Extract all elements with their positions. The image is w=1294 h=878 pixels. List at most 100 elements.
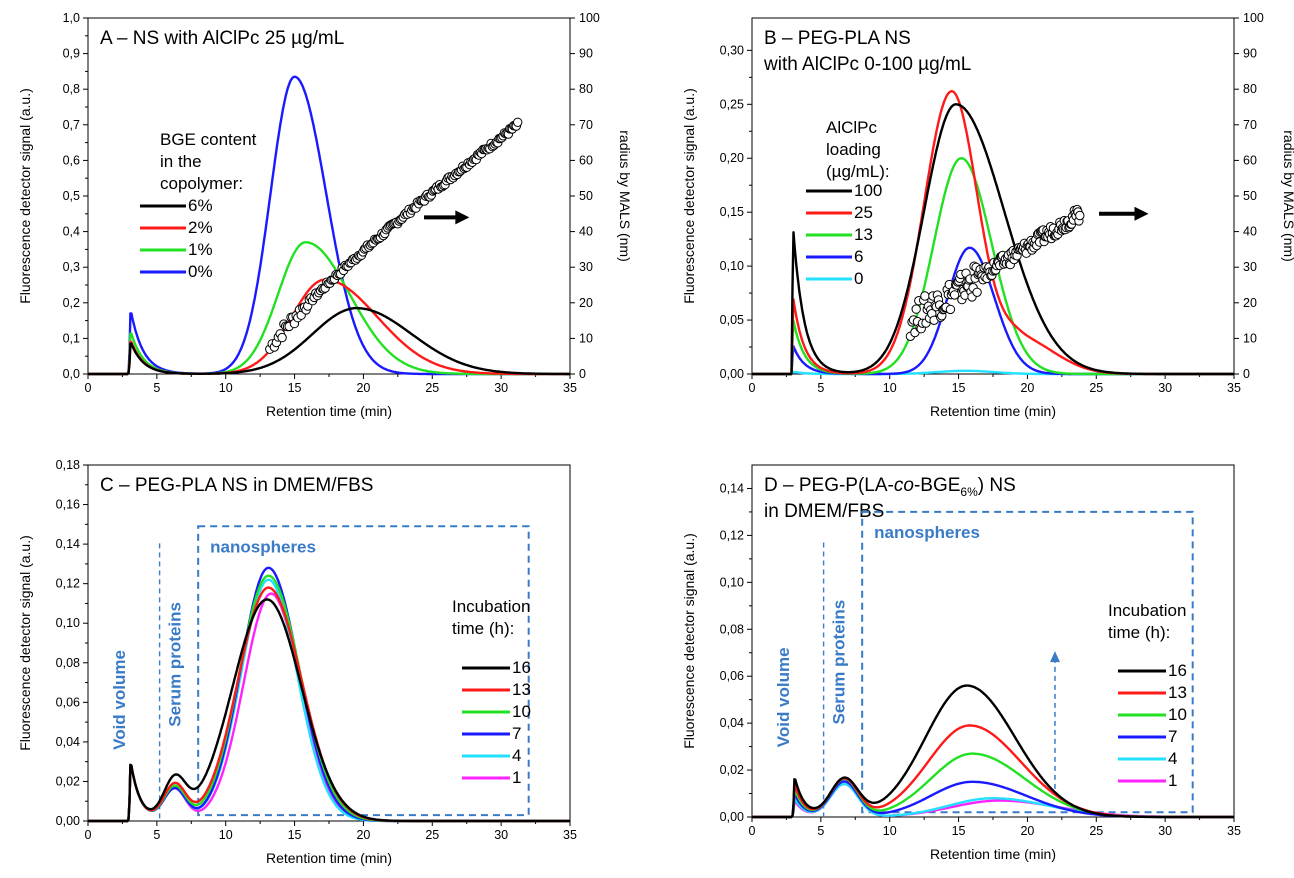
mals-point: [277, 332, 287, 343]
y-tick-label: 0,8: [63, 82, 80, 96]
y-axis-label: Fluorescence detector signal (a.u.): [681, 533, 697, 749]
legend-title-line: copolymer:: [160, 174, 243, 193]
x-tick-label: 10: [883, 381, 897, 395]
legend-label: 10: [1168, 705, 1187, 724]
y-tick-label: 0,10: [720, 259, 744, 273]
legend-title-line: Incubation: [452, 597, 530, 616]
nanospheres-box: [861, 510, 1194, 814]
y-tick-label: 0,08: [56, 656, 80, 670]
mals-point: [920, 291, 930, 301]
right-axis-arrow-head: [455, 210, 470, 225]
y2-tick-label: 80: [1243, 82, 1257, 96]
legend-label: 6%: [188, 196, 213, 215]
y2-tick-label: 60: [579, 153, 593, 167]
x-tick-label: 15: [288, 828, 302, 842]
legend-title-line: (µg/mL):: [826, 162, 890, 181]
y-tick-label: 0,3: [63, 260, 80, 274]
mals-point: [513, 117, 523, 128]
y-tick-label: 0,06: [56, 695, 80, 709]
x-tick-label: 10: [883, 824, 897, 838]
y-tick-label: 0,0: [63, 367, 80, 381]
x-tick-label: 20: [356, 381, 370, 395]
panel-title: A – NS with AlClPc 25 µg/mL: [100, 28, 344, 49]
legend-label: 7: [1168, 727, 1177, 746]
x-tick-label: 5: [817, 381, 824, 395]
legend: AlClPc loading (µg/mL):100 25 13 6 0: [806, 118, 890, 288]
series-line-0pct: [87, 75, 571, 376]
x-tick-label: 5: [153, 828, 160, 842]
legend: BGE content in the copolymer: 6% 2% 1% 0%: [140, 130, 257, 281]
y2-tick-label: 20: [1243, 296, 1257, 310]
x-tick-label: 25: [425, 381, 439, 395]
y-tick-label: 0,10: [56, 616, 80, 630]
y2-tick-label: 40: [579, 225, 593, 239]
legend-label: 0%: [188, 262, 213, 281]
y-tick-label: 0,12: [720, 528, 744, 542]
y-tick-label: 0,00: [56, 814, 80, 828]
nanospheres-label: nanospheres: [874, 523, 980, 542]
y2-tick-label: 90: [579, 47, 593, 61]
x-tick-label: 5: [153, 381, 160, 395]
legend: Incubation time (h): 16 13 10 7 4 1: [452, 597, 531, 787]
y2-axis-label: radius by MALS (nm): [1281, 130, 1294, 261]
y-tick-label: 0,04: [720, 716, 744, 730]
legend-label: 100: [854, 181, 882, 200]
x-tick-label: 10: [219, 828, 233, 842]
y-tick-label: 0,18: [56, 458, 80, 472]
legend-label: 13: [1168, 683, 1187, 702]
y-tick-label: 0,06: [720, 669, 744, 683]
y2-tick-label: 50: [1243, 189, 1257, 203]
y-axis-label: Fluorescence detector signal (a.u.): [681, 88, 697, 304]
legend-title-line: in the: [160, 152, 202, 171]
legend-label: 1%: [188, 240, 213, 259]
y2-tick-label: 70: [579, 118, 593, 132]
panel-title-line: B – PEG-PLA NS: [764, 28, 911, 49]
x-tick-label: 35: [1227, 381, 1241, 395]
x-tick-label: 25: [1089, 824, 1103, 838]
x-tick-label: 0: [85, 381, 92, 395]
y-tick-label: 0,10: [720, 575, 744, 589]
y-tick-label: 0,25: [720, 97, 744, 111]
serum-proteins-label: Serum proteins: [165, 602, 184, 727]
x-tick-label: 35: [563, 828, 577, 842]
legend-label: 16: [1168, 661, 1187, 680]
x-axis-label: Retention time (min): [266, 850, 392, 866]
right-axis-arrow-head: [1134, 206, 1149, 221]
mals-point: [945, 304, 956, 315]
panel-a: 0 5 10 15 20 25 30 35 Retention time (min) 0,0 0,1…: [17, 11, 633, 419]
y-axis-label: Fluorescence detector signal (a.u.): [17, 535, 33, 751]
y2-tick-label: 10: [1243, 331, 1257, 345]
y2-tick-label: 70: [1243, 118, 1257, 132]
mals-point: [911, 304, 921, 314]
y-tick-label: 0,08: [720, 622, 744, 636]
x-tick-label: 30: [1158, 824, 1172, 838]
y-tick-label: 0,00: [720, 810, 744, 824]
y-tick-label: 0,02: [56, 774, 80, 788]
x-tick-label: 5: [817, 824, 824, 838]
y-tick-label: 1,0: [63, 11, 80, 25]
y-tick-label: 0,15: [720, 205, 744, 219]
series-line-16: [87, 598, 571, 823]
x-tick-label: 0: [85, 828, 92, 842]
y2-tick-label: 90: [1243, 47, 1257, 61]
legend-title-line: AlClPc: [826, 118, 878, 137]
legend: Incubation time (h): 16 13 10 7 4 1: [1108, 601, 1187, 790]
x-tick-label: 0: [749, 381, 756, 395]
x-axis-label: Retention time (min): [930, 403, 1056, 419]
x-tick-label: 30: [494, 828, 508, 842]
x-tick-label: 15: [952, 824, 966, 838]
x-tick-label: 30: [1158, 381, 1172, 395]
x-tick-label: 20: [1020, 381, 1034, 395]
x-tick-label: 15: [288, 381, 302, 395]
void-volume-label: Void volume: [110, 650, 129, 750]
mals-point: [949, 290, 960, 300]
legend-label: 2%: [188, 218, 213, 237]
panel-title: D – PEG-P(LA-co-BGE6%) NS: [764, 475, 1016, 499]
y-tick-label: 0,2: [63, 296, 80, 310]
legend-title-line: time (h):: [1108, 623, 1170, 642]
x-tick-label: 20: [1020, 824, 1034, 838]
x-tick-label: 0: [749, 824, 756, 838]
x-tick-label: 35: [1227, 824, 1241, 838]
legend-label: 0: [854, 269, 863, 288]
